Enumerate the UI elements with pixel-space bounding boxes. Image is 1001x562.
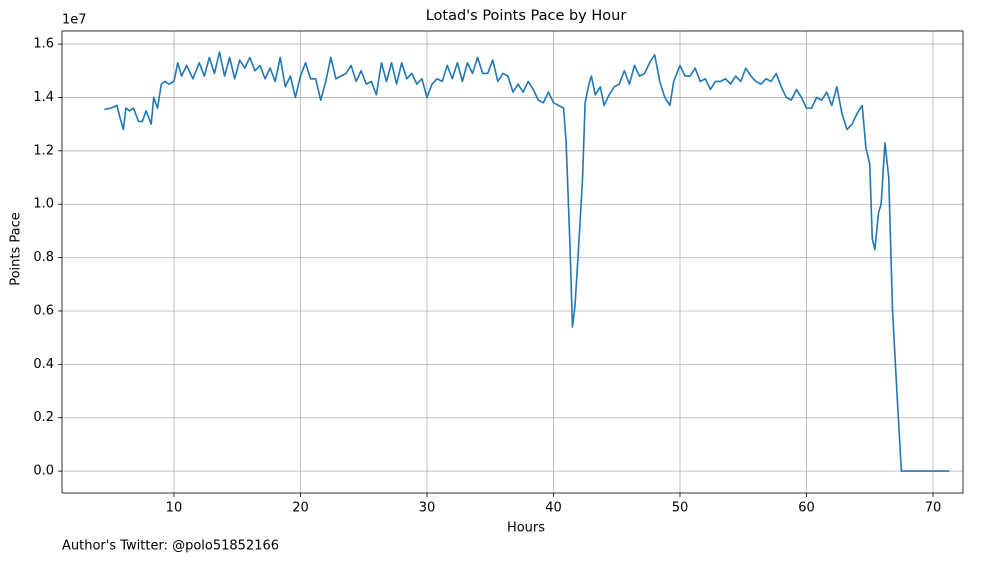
x-tick-label: 60 <box>798 501 815 516</box>
x-tick-label: 40 <box>545 501 562 516</box>
chart-title: Lotad's Points Pace by Hour <box>426 8 627 24</box>
y-axis-label: Points Pace <box>9 212 24 286</box>
y-tick-label: 0.8 <box>33 250 54 265</box>
y-tick-label: 1.6 <box>33 37 54 52</box>
y-tick-label: 0.2 <box>33 410 54 425</box>
x-tick-label: 10 <box>166 501 183 516</box>
x-tick-label: 50 <box>672 501 689 516</box>
x-axis-label: Hours <box>507 521 545 536</box>
y-tick-label: 0.6 <box>33 303 54 318</box>
y-tick-label: 1.2 <box>33 143 54 158</box>
data-line <box>104 51 950 472</box>
x-tick-label: 20 <box>292 501 309 516</box>
y-tick-label: 0.0 <box>33 464 54 479</box>
footnote: Author's Twitter: @polo51852166 <box>62 539 279 554</box>
y-tick-label: 1.4 <box>33 90 54 105</box>
plot-frame <box>61 30 964 494</box>
y-offset-label: 1e7 <box>62 13 87 28</box>
x-tick-label: 30 <box>419 501 436 516</box>
x-tick-label: 70 <box>925 501 942 516</box>
y-tick-label: 1.0 <box>33 197 54 212</box>
y-tick-label: 0.4 <box>33 357 54 372</box>
